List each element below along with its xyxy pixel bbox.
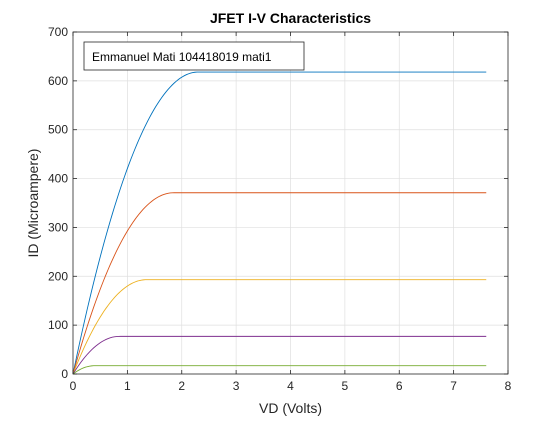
series-line-4 [72, 335, 487, 375]
series-line-1 [72, 71, 487, 375]
series-group [72, 71, 487, 375]
x-tick-label: 4 [287, 379, 294, 393]
x-tick-label: 1 [124, 379, 131, 393]
legend-annotation: Emmanuel Mati 104418019 mati1 [92, 50, 272, 64]
x-tick-label: 5 [342, 379, 349, 393]
x-axis-label: VD (Volts) [259, 400, 322, 416]
y-tick-label: 200 [48, 269, 68, 283]
x-tick-label: 8 [505, 379, 512, 393]
y-axis-label: ID (Microampere) [25, 149, 41, 258]
y-tick-label: 0 [61, 367, 68, 381]
y-tick-label: 500 [48, 123, 68, 137]
series-line-2 [72, 192, 487, 375]
legend-box [83, 41, 305, 71]
y-tick-label: 300 [48, 220, 68, 234]
x-tick-label: 0 [70, 379, 77, 393]
legend: Emmanuel Mati 104418019 mati1 [83, 41, 305, 71]
y-tick-label: 700 [48, 25, 68, 39]
y-tick-label: 400 [48, 172, 68, 186]
ticks: 0 1 2 3 4 5 6 7 8 0 100 200 300 400 500 600 700 [48, 25, 512, 393]
y-tick-label: 600 [48, 74, 68, 88]
y-tick-label: 100 [48, 318, 68, 332]
series-line-3 [72, 279, 487, 375]
x-tick-label: 2 [178, 379, 185, 393]
series-line-5 [72, 365, 487, 375]
x-tick-label: 6 [396, 379, 403, 393]
chart-title: JFET I-V Characteristics [210, 10, 371, 26]
x-tick-label: 3 [233, 379, 240, 393]
grid [73, 32, 508, 374]
x-tick-label: 7 [450, 379, 457, 393]
